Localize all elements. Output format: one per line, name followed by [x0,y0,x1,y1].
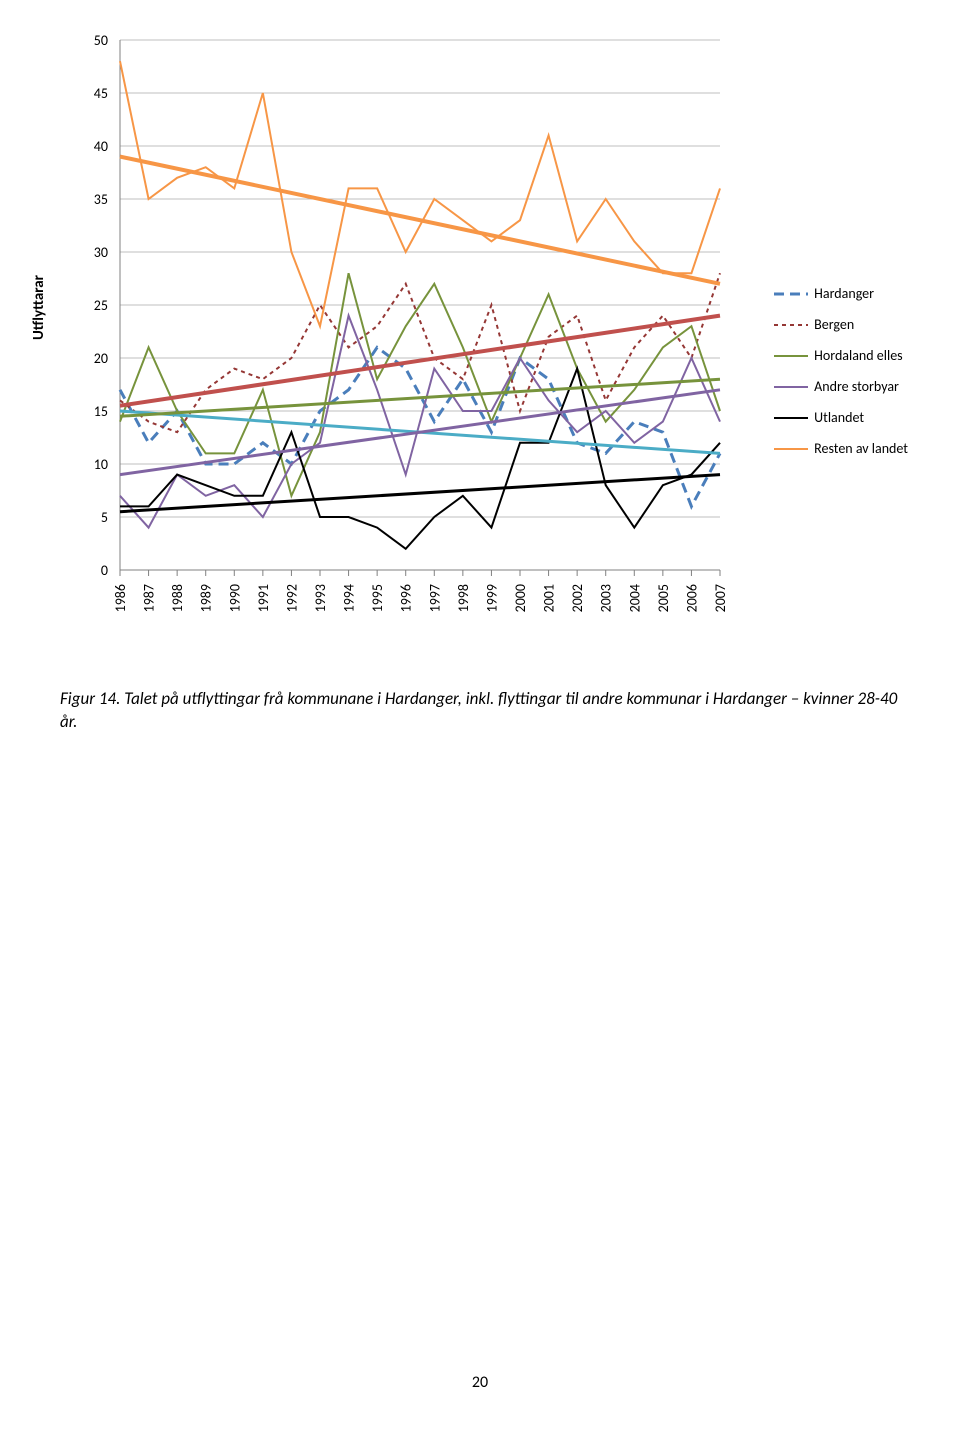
legend-swatch [774,349,808,363]
x-tick-label: 1990 [226,584,243,612]
x-tick-label: 1991 [255,584,272,612]
x-tick-label: 2003 [598,584,615,612]
series-resten-av-landet [120,61,720,326]
x-tick-label: 1995 [369,584,386,612]
x-tick-label: 2000 [512,584,529,612]
legend-label: Resten av landet [814,440,908,457]
legend-item: Andre storbyar [774,378,908,395]
y-tick-label: 30 [94,244,108,261]
legend-swatch [774,411,808,425]
x-tick-label: 2007 [712,584,729,612]
series-andre-storbyar [120,316,720,528]
page-number: 20 [472,1373,488,1392]
y-tick-label: 50 [94,32,108,49]
y-tick-label: 35 [94,191,108,208]
x-tick-label: 1994 [341,584,358,612]
legend-label: Hardanger [814,285,874,302]
legend: Hardanger Bergen Hordaland elles Andre stor… [774,285,908,471]
y-tick-label: 5 [101,509,108,526]
x-tick-label: 1988 [169,584,186,612]
legend-swatch [774,318,808,332]
legend-swatch [774,442,808,456]
legend-label: Bergen [814,316,854,333]
trend-andre-storbyar [120,390,720,475]
x-tick-label: 1987 [141,584,158,612]
x-tick-label: 2001 [541,584,558,612]
x-tick-label: 1986 [112,584,129,612]
legend-item: Resten av landet [774,440,908,457]
x-tick-label: 2005 [655,584,672,612]
y-axis-label: Utflyttarar [30,275,48,340]
legend-label: Hordaland elles [814,347,902,364]
x-tick-label: 1996 [398,584,415,612]
x-tick-label: 1989 [198,584,215,612]
legend-label: Utlandet [814,409,864,426]
legend-label: Andre storbyar [814,378,899,395]
y-tick-label: 20 [94,350,108,367]
y-tick-label: 25 [94,297,108,314]
series-hardanger [120,347,720,506]
y-tick-label: 15 [94,403,108,420]
legend-item: Utlandet [774,409,908,426]
series-bergen [120,273,720,432]
x-tick-label: 1998 [455,584,472,612]
y-tick-label: 10 [94,456,108,473]
page: Utflyttarar 0 5 10 15 20 25 30 35 40 45 50 1986 1987… [0,0,960,1432]
x-tick-label: 2004 [626,584,643,612]
legend-item: Bergen [774,316,908,333]
trend-resten-av-landet [120,157,720,284]
y-tick-label: 45 [94,85,108,102]
x-tick-label: 2002 [569,584,586,612]
chart: Utflyttarar 0510152025303540455019861987… [60,40,900,660]
legend-item: Hardanger [774,285,908,302]
x-tick-label: 2006 [683,584,700,612]
x-tick-label: 1992 [283,584,300,612]
y-tick-label: 0 [101,562,108,579]
y-tick-label: 40 [94,138,108,155]
x-tick-label: 1999 [483,584,500,612]
legend-swatch [774,287,808,301]
legend-item: Hordaland elles [774,347,908,364]
x-tick-label: 1993 [312,584,329,612]
legend-swatch [774,380,808,394]
figure-caption: Figur 14. Talet på utflyttingar frå komm… [60,688,900,734]
x-tick-label: 1997 [426,584,443,612]
